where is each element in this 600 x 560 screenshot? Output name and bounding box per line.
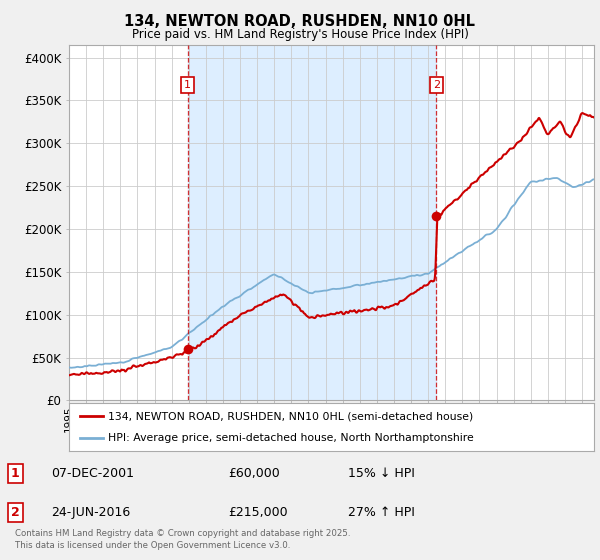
Text: 2: 2: [433, 80, 440, 90]
Text: 24-JUN-2016: 24-JUN-2016: [51, 506, 130, 519]
Text: 1: 1: [184, 80, 191, 90]
Text: HPI: Average price, semi-detached house, North Northamptonshire: HPI: Average price, semi-detached house,…: [109, 433, 474, 443]
Text: Contains HM Land Registry data © Crown copyright and database right 2025.
This d: Contains HM Land Registry data © Crown c…: [15, 529, 350, 550]
Text: 1: 1: [11, 466, 19, 480]
Text: 27% ↑ HPI: 27% ↑ HPI: [348, 506, 415, 519]
Bar: [188, 45, 436, 400]
Text: £60,000: £60,000: [228, 466, 280, 480]
Text: 2: 2: [11, 506, 19, 519]
Text: 07-DEC-2001: 07-DEC-2001: [51, 466, 134, 480]
Text: 134, NEWTON ROAD, RUSHDEN, NN10 0HL (semi-detached house): 134, NEWTON ROAD, RUSHDEN, NN10 0HL (sem…: [109, 411, 473, 421]
Text: 134, NEWTON ROAD, RUSHDEN, NN10 0HL: 134, NEWTON ROAD, RUSHDEN, NN10 0HL: [125, 14, 476, 29]
Text: Price paid vs. HM Land Registry's House Price Index (HPI): Price paid vs. HM Land Registry's House …: [131, 28, 469, 41]
Text: £215,000: £215,000: [228, 506, 287, 519]
Text: 15% ↓ HPI: 15% ↓ HPI: [348, 466, 415, 480]
